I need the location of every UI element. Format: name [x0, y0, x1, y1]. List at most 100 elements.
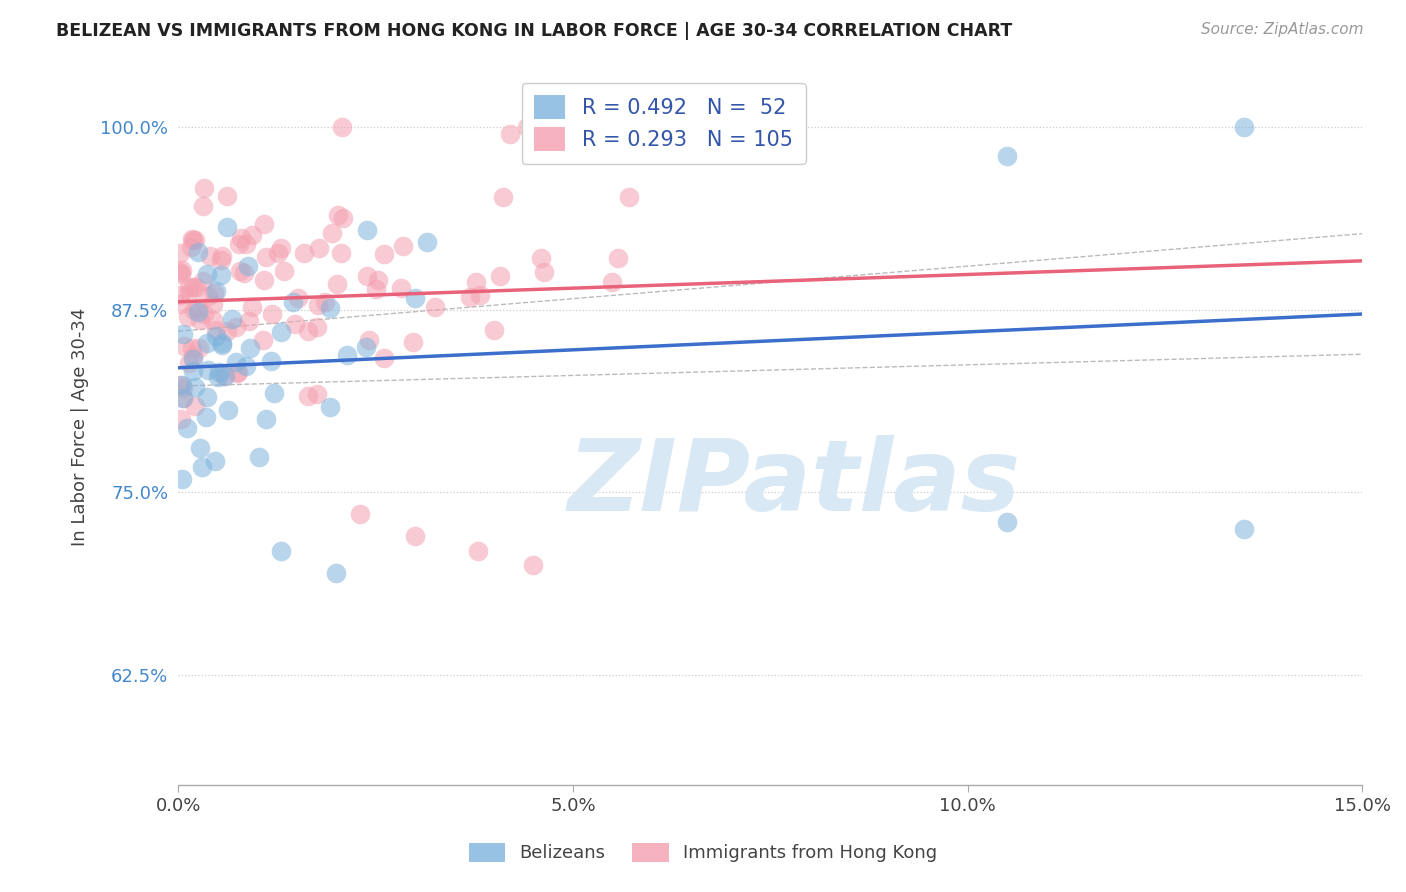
Text: ZIPatlas: ZIPatlas: [568, 435, 1021, 533]
Point: [205, 329, 228, 343]
Point: [270, 326, 292, 340]
Point: [172, 378, 194, 392]
Point: [180, 231, 202, 245]
Point: [238, 314, 260, 328]
Point: [284, 317, 307, 331]
Point: [193, 274, 215, 288]
Point: [307, 320, 329, 334]
Point: [215, 219, 238, 234]
Point: [169, 265, 191, 279]
Point: [170, 267, 193, 281]
Point: [211, 249, 233, 263]
Point: [297, 324, 319, 338]
Point: [607, 252, 630, 266]
Point: [170, 472, 193, 486]
Point: [325, 566, 347, 580]
Point: [201, 313, 224, 327]
Point: [183, 303, 205, 318]
Point: [188, 441, 211, 455]
Point: [226, 365, 249, 379]
Point: [357, 333, 380, 347]
Point: [179, 280, 201, 294]
Point: [467, 544, 489, 558]
Point: [263, 385, 285, 400]
Point: [172, 381, 194, 395]
Point: [179, 286, 201, 301]
Point: [188, 313, 211, 327]
Point: [416, 235, 439, 249]
Point: [326, 277, 349, 291]
Point: [308, 240, 330, 254]
Point: [366, 282, 388, 296]
Point: [194, 409, 217, 424]
Point: [169, 378, 191, 392]
Point: [235, 359, 257, 373]
Point: [389, 281, 412, 295]
Point: [287, 291, 309, 305]
Point: [181, 351, 204, 366]
Point: [391, 239, 413, 253]
Point: [170, 412, 193, 426]
Point: [181, 363, 204, 377]
Point: [617, 190, 640, 204]
Point: [254, 412, 277, 426]
Point: [522, 558, 544, 573]
Point: [262, 307, 284, 321]
Point: [187, 245, 209, 260]
Point: [253, 273, 276, 287]
Point: [176, 421, 198, 435]
Point: [354, 341, 377, 355]
Point: [468, 288, 491, 302]
Point: [229, 230, 252, 244]
Point: [187, 301, 209, 315]
Point: [995, 515, 1018, 529]
Text: Source: ZipAtlas.com: Source: ZipAtlas.com: [1201, 22, 1364, 37]
Point: [214, 369, 236, 384]
Point: [356, 223, 378, 237]
Point: [209, 268, 232, 283]
Point: [225, 366, 247, 380]
Point: [197, 363, 219, 377]
Point: [240, 227, 263, 242]
Point: [197, 289, 219, 303]
Point: [195, 335, 218, 350]
Point: [240, 300, 263, 314]
Point: [183, 380, 205, 394]
Point: [233, 266, 256, 280]
Point: [191, 199, 214, 213]
Point: [270, 241, 292, 255]
Text: BELIZEAN VS IMMIGRANTS FROM HONG KONG IN LABOR FORCE | AGE 30-34 CORRELATION CHA: BELIZEAN VS IMMIGRANTS FROM HONG KONG IN…: [56, 22, 1012, 40]
Point: [533, 264, 555, 278]
Point: [326, 208, 349, 222]
Point: [221, 312, 243, 326]
Point: [253, 217, 276, 231]
Point: [173, 339, 195, 353]
Point: [169, 288, 191, 302]
Point: [402, 335, 425, 350]
Point: [181, 349, 204, 363]
Point: [307, 387, 329, 401]
Point: [273, 263, 295, 277]
Point: [236, 260, 259, 274]
Point: [217, 189, 239, 203]
Point: [307, 298, 329, 312]
Point: [172, 391, 194, 405]
Point: [169, 246, 191, 260]
Point: [186, 280, 208, 294]
Point: [197, 267, 219, 281]
Point: [373, 351, 395, 366]
Point: [180, 240, 202, 254]
Point: [602, 275, 624, 289]
Point: [193, 307, 215, 321]
Point: [170, 262, 193, 277]
Point: [177, 310, 200, 324]
Point: [212, 368, 235, 383]
Point: [217, 403, 239, 417]
Point: [198, 250, 221, 264]
Point: [215, 324, 238, 338]
Point: [193, 180, 215, 194]
Point: [530, 252, 553, 266]
Point: [187, 304, 209, 318]
Y-axis label: In Labor Force | Age 30-34: In Labor Force | Age 30-34: [72, 308, 89, 546]
Point: [321, 227, 343, 241]
